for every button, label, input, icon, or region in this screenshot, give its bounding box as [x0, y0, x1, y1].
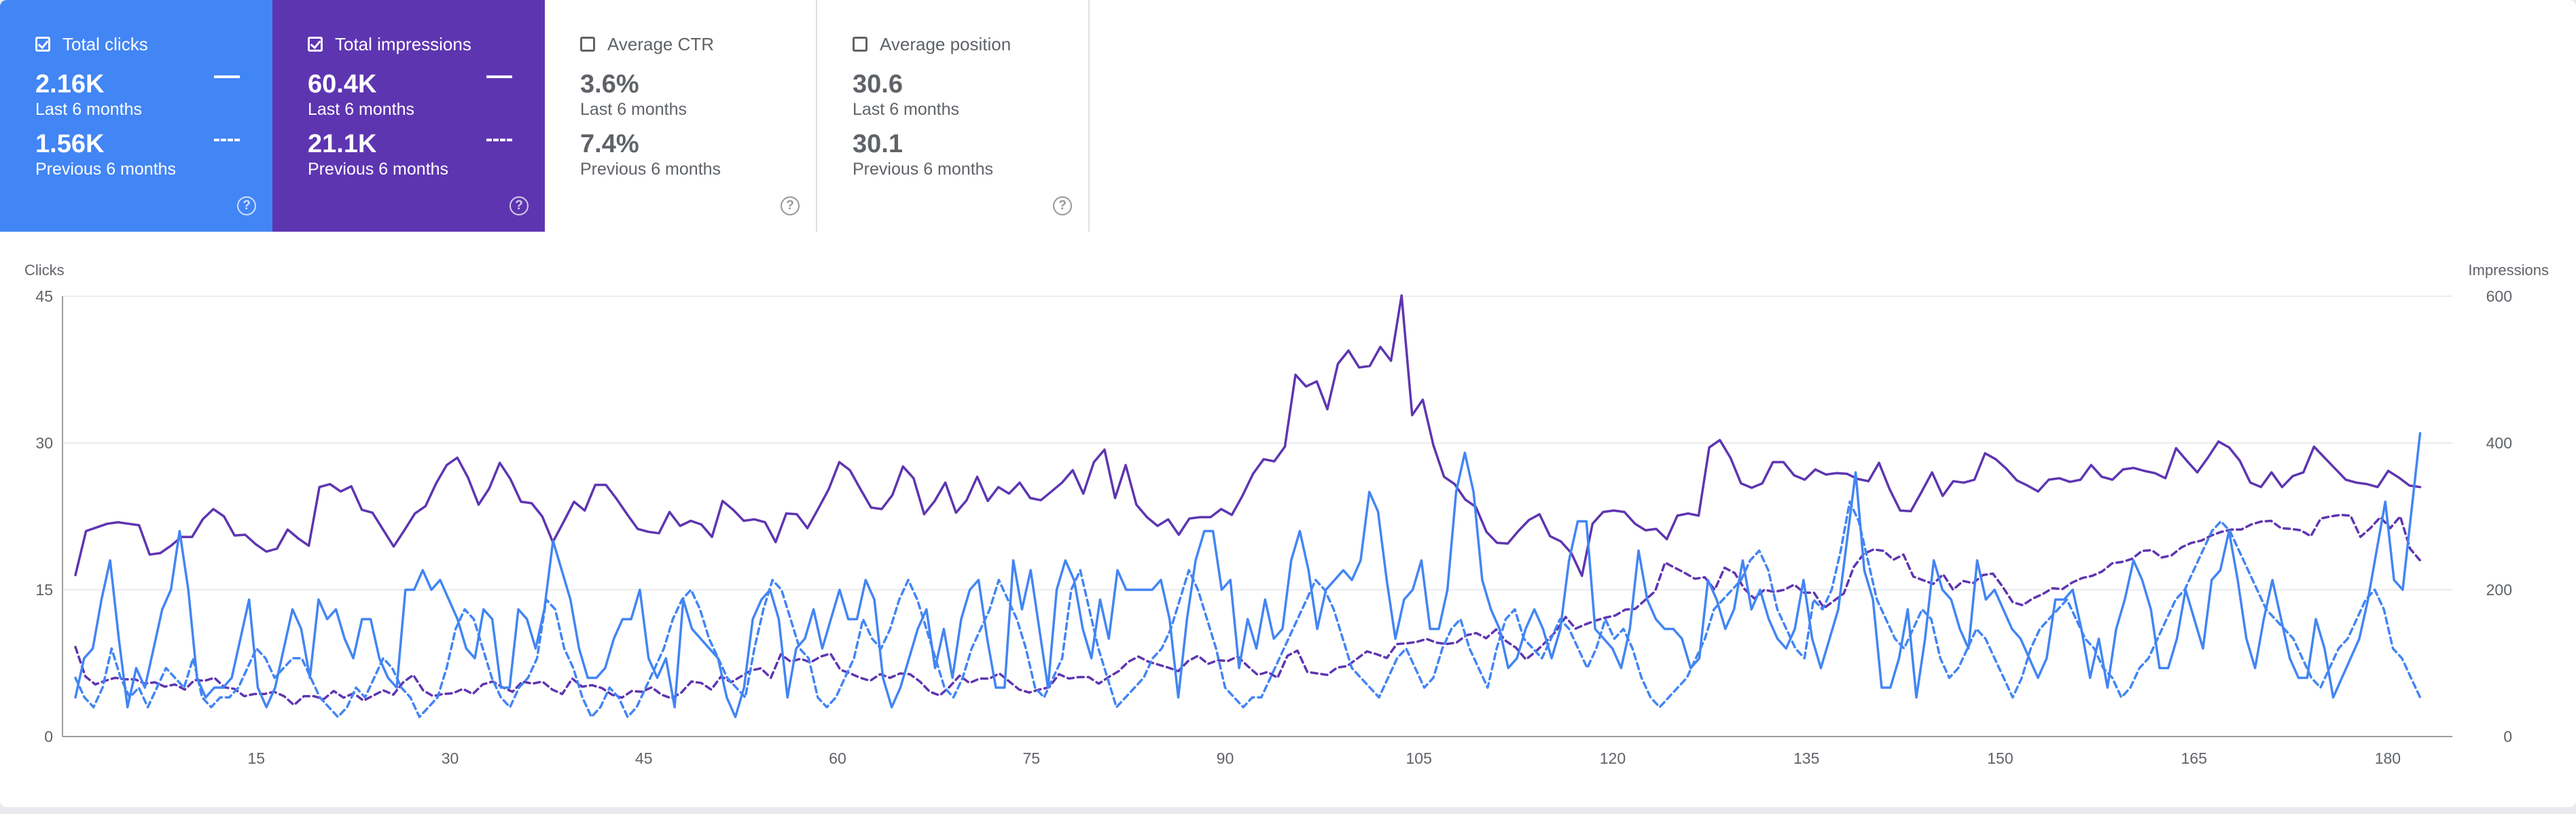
help-icon[interactable]: ?: [1053, 196, 1072, 215]
metric-label: Total clicks: [62, 33, 148, 54]
checkbox-checked-icon[interactable]: [35, 37, 50, 52]
current-value: 30.6: [853, 70, 903, 99]
right-tick-label: 400: [2486, 434, 2512, 452]
previous-value: 1.56K: [35, 130, 105, 158]
series-lines: [74, 294, 2422, 718]
help-icon[interactable]: ?: [509, 196, 529, 215]
x-tick-label: 135: [1793, 749, 1819, 767]
metric-label: Average position: [880, 33, 1012, 54]
left-axis-title: Clicks: [24, 262, 65, 279]
x-tick-label: 150: [1987, 749, 2013, 767]
solid-line-legend-icon: [486, 75, 512, 78]
right-axis-title: Impressions: [2468, 262, 2549, 279]
dashed-line-legend-icon: [214, 139, 240, 141]
current-period: Last 6 months: [308, 100, 415, 119]
right-tick-label: 0: [2503, 728, 2512, 745]
previous-period: Previous 6 months: [35, 160, 177, 179]
left-tick-label: 30: [35, 434, 53, 452]
help-icon[interactable]: ?: [237, 196, 256, 215]
x-tick-label: 15: [247, 749, 265, 767]
right-tick-label: 600: [2486, 287, 2512, 305]
left-tick-label: 15: [35, 581, 53, 599]
x-tick-label: 30: [442, 749, 459, 767]
checkbox-checked-icon[interactable]: [308, 37, 323, 52]
series-line-2: [74, 431, 2422, 718]
x-tick-label: 165: [2181, 749, 2206, 767]
x-axis: 15 30 45 60 75 90 105 120 135 150 165 180: [247, 749, 2401, 767]
series-line-1: [74, 514, 2422, 707]
x-tick-label: 45: [635, 749, 653, 767]
x-tick-label: 180: [2375, 749, 2401, 767]
x-tick-label: 90: [1217, 749, 1234, 767]
current-period: Last 6 months: [580, 100, 687, 119]
solid-line-legend-icon: [214, 75, 240, 78]
left-tick-label: 45: [35, 287, 53, 305]
left-tick-label: 0: [44, 728, 53, 745]
current-value: 60.4K: [308, 70, 377, 99]
right-axis: 0 200 400 600: [2486, 287, 2512, 745]
metric-label: Total impressions: [335, 33, 471, 54]
x-tick-label: 105: [1406, 749, 1432, 767]
dashed-line-legend-icon: [486, 139, 512, 141]
previous-value: 30.1: [853, 130, 903, 158]
card-total-clicks[interactable]: Total clicks 2.16K Last 6 months 1.56K P…: [0, 0, 272, 232]
metric-cards: Total clicks 2.16K Last 6 months 1.56K P…: [0, 0, 1090, 232]
current-period: Last 6 months: [35, 100, 143, 119]
x-tick-label: 120: [1600, 749, 1626, 767]
checkbox-unchecked-icon[interactable]: [580, 37, 595, 52]
current-value: 2.16K: [35, 70, 105, 99]
x-tick-label: 60: [829, 749, 846, 767]
current-value: 3.6%: [580, 70, 639, 99]
previous-period: Previous 6 months: [580, 160, 721, 179]
current-period: Last 6 months: [853, 100, 960, 119]
card-average-position[interactable]: Average position 30.6 Last 6 months 30.1…: [817, 0, 1090, 232]
previous-period: Previous 6 months: [853, 160, 994, 179]
previous-value: 7.4%: [580, 130, 639, 158]
previous-period: Previous 6 months: [308, 160, 449, 179]
left-axis: 0 15 30 45: [35, 287, 53, 745]
previous-value: 21.1K: [308, 130, 377, 158]
series-line-3: [74, 500, 2422, 718]
card-average-ctr[interactable]: Average CTR 3.6% Last 6 months 7.4% Prev…: [545, 0, 817, 232]
x-tick-label: 75: [1022, 749, 1040, 767]
help-icon[interactable]: ?: [781, 196, 800, 215]
card-total-impressions[interactable]: Total impressions 60.4K Last 6 months 21…: [272, 0, 545, 232]
right-tick-label: 200: [2486, 581, 2512, 599]
metric-label: Average CTR: [607, 33, 715, 54]
gridlines: [62, 296, 2452, 737]
series-line-0: [74, 294, 2422, 578]
checkbox-unchecked-icon[interactable]: [853, 37, 867, 52]
